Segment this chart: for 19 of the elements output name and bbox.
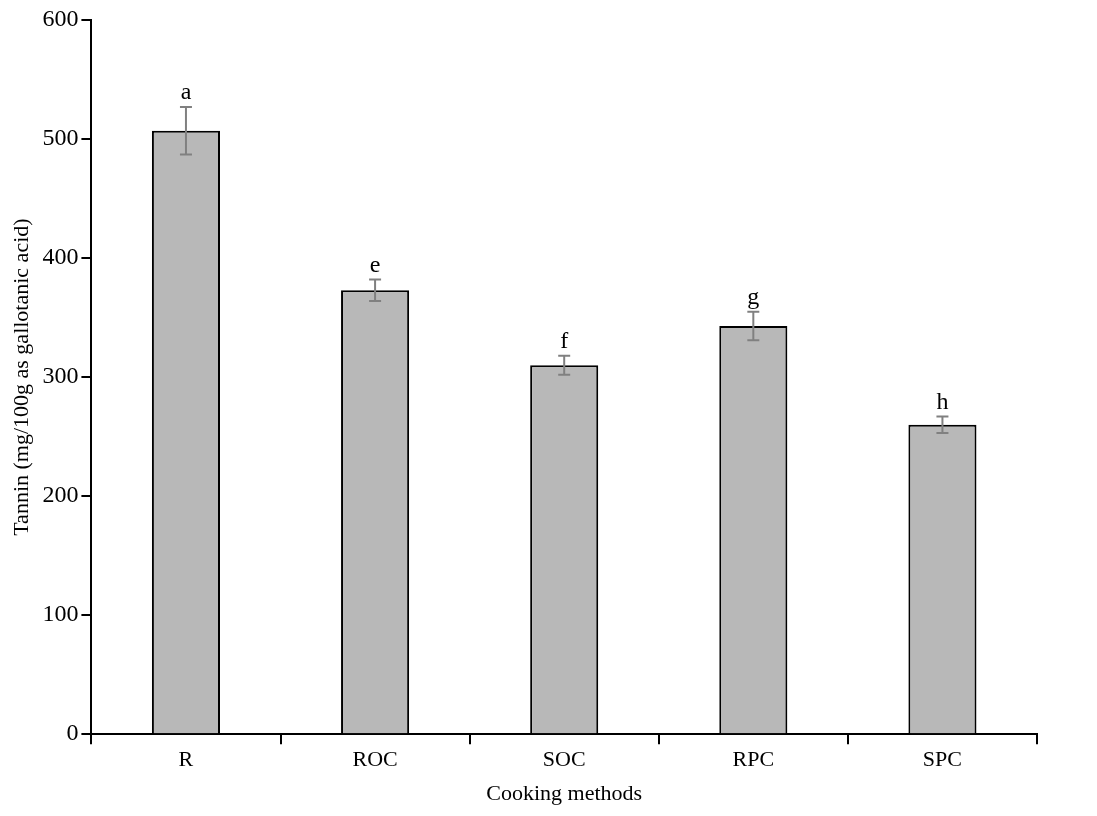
y-tick-label: 100 [42, 600, 79, 627]
y-tick-label: 600 [42, 5, 79, 32]
y-tick-label: 300 [42, 362, 79, 389]
x-tick-label: RPC [732, 746, 775, 772]
annotation: h [936, 387, 949, 414]
y-tick-label: 0 [66, 719, 79, 746]
y-tick-label: 400 [42, 243, 79, 270]
annotation: g [747, 282, 760, 309]
x-tick-label: SOC [542, 746, 586, 772]
y-axis-title: Tannin (mg/100g as gallotanic acid) [7, 218, 33, 536]
x-tick-label: ROC [352, 746, 398, 772]
annotation: a [180, 78, 192, 105]
y-tick-label: 200 [42, 481, 79, 508]
x-tick-label: R [178, 746, 194, 772]
x-tick-label: SPC [922, 746, 963, 772]
annotation: e [369, 250, 381, 277]
x-axis-title: Cooking methods [486, 779, 643, 805]
annotation: f [560, 326, 569, 353]
y-tick-label: 500 [42, 124, 79, 151]
